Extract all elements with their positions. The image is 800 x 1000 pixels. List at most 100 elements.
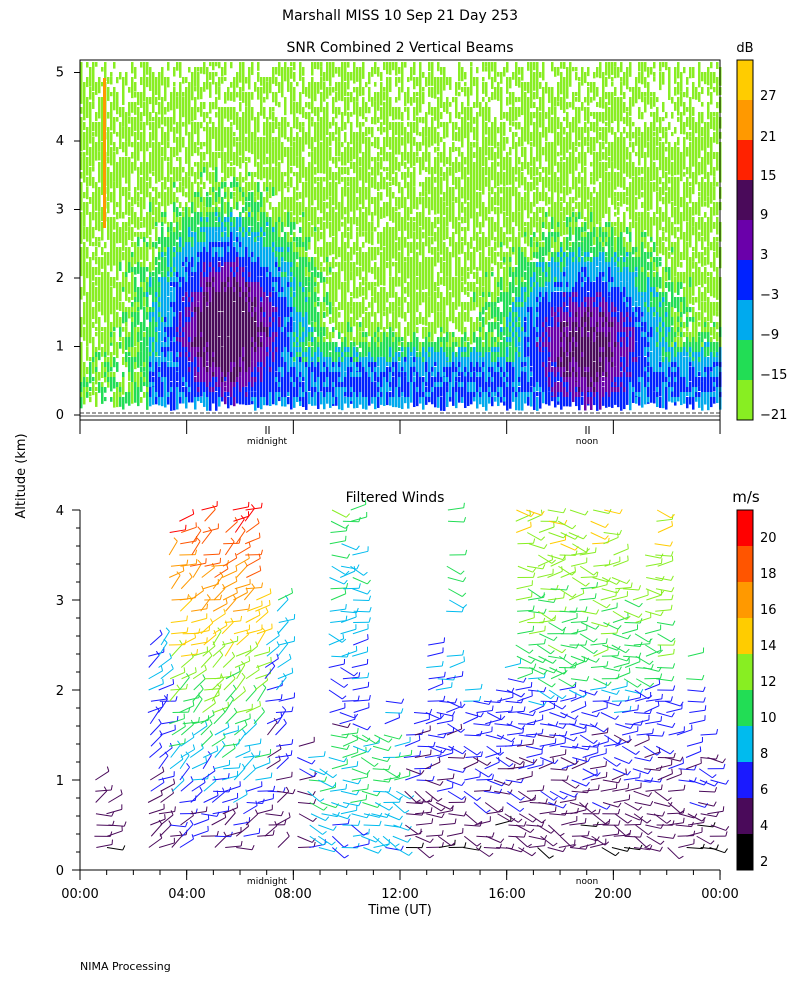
snr-cell (302, 137, 305, 143)
snr-cell (383, 227, 386, 236)
snr-cell (173, 367, 176, 375)
snr-cell (215, 317, 218, 324)
snr-cell (272, 112, 275, 122)
snr-cell (146, 97, 149, 105)
snr-cell (296, 322, 299, 328)
snr-cell (296, 182, 299, 191)
snr-cell (251, 247, 254, 254)
snr-cell (299, 147, 302, 159)
snr-cell (113, 277, 116, 289)
snr-cell (332, 377, 335, 383)
snr-cell (158, 287, 161, 296)
snr-cell (158, 387, 161, 395)
snr-cell (140, 207, 143, 217)
snr-cell (170, 352, 173, 358)
snr-cell (212, 267, 215, 275)
snr-cell (344, 262, 347, 272)
snr-cell (227, 252, 230, 261)
snr-cell (179, 127, 182, 138)
snr-cell (209, 252, 212, 262)
snr-cell (332, 272, 335, 278)
snr-cell (95, 317, 98, 323)
snr-cell (332, 307, 335, 315)
snr-cell (107, 252, 110, 266)
snr-cell (155, 212, 158, 224)
snr-cell (209, 227, 212, 233)
snr-cell (191, 182, 194, 190)
snr-cell (122, 107, 125, 119)
snr-cell (209, 237, 212, 247)
snr-cell (281, 277, 284, 283)
snr-cell (263, 267, 266, 273)
snr-cell (158, 192, 161, 199)
snr-cell (116, 212, 119, 220)
snr-cell (236, 387, 239, 392)
snr-cell (320, 192, 323, 200)
snr-cell (122, 117, 125, 125)
snr-cell (305, 217, 308, 228)
snr-cell (275, 297, 278, 306)
snr-cell (107, 112, 110, 119)
snr-cell (140, 97, 143, 108)
snr-cell (143, 312, 146, 320)
snr-cell (236, 147, 239, 157)
snr-cell (179, 337, 182, 345)
snr-cell (197, 367, 200, 374)
snr-cell (185, 342, 188, 348)
snr-cell (257, 322, 260, 328)
snr-cell (233, 142, 236, 147)
snr-cell (119, 122, 122, 134)
snr-cell (341, 322, 344, 329)
snr-cell (185, 117, 188, 131)
snr-cell (326, 307, 329, 315)
snr-cell (377, 142, 380, 150)
snr-cell (218, 372, 221, 382)
snr-cell (212, 252, 215, 258)
snr-cell (239, 72, 242, 83)
snr-cell (143, 132, 146, 138)
snr-cell (89, 372, 92, 384)
snr-cell (179, 187, 182, 193)
snr-cell (242, 397, 245, 405)
snr-cell (164, 217, 167, 224)
snr-cell (317, 377, 320, 385)
snr-cell (158, 377, 161, 385)
snr-cell (206, 222, 209, 228)
snr-cell (344, 382, 347, 389)
snr-cell (305, 167, 308, 176)
snr-cell (92, 272, 95, 281)
snr-cell (134, 317, 137, 326)
snr-cell (140, 187, 143, 195)
snr-cell (194, 317, 197, 326)
snr-cell (137, 372, 140, 383)
snr-cell (371, 212, 374, 222)
snr-cell (125, 287, 128, 301)
snr-cell (197, 192, 200, 198)
snr-cell (212, 77, 215, 85)
snr-cell (287, 217, 290, 224)
snr-cell (173, 317, 176, 324)
snr-cell (200, 177, 203, 185)
snr-cell (344, 107, 347, 116)
snr-cell (284, 267, 287, 274)
snr-cell (365, 142, 368, 150)
snr-cell (92, 152, 95, 161)
snr-cell (296, 262, 299, 270)
snr-cell (158, 297, 161, 304)
snr-cell (104, 62, 107, 69)
snr-cell (281, 72, 284, 78)
snr-cell (362, 172, 365, 183)
snr-cell (212, 277, 215, 283)
snr-cell (176, 257, 179, 265)
snr-cell (116, 302, 119, 310)
snr-cell (275, 207, 278, 213)
snr-cell (167, 132, 170, 142)
snr-cell (143, 317, 146, 327)
snr-cell (173, 167, 176, 179)
snr-cell (221, 312, 224, 322)
snr-cell (323, 197, 326, 202)
snr-cell (242, 87, 245, 92)
snr-cell (101, 187, 104, 193)
snr-cell (269, 182, 272, 189)
snr-cell (332, 262, 335, 269)
